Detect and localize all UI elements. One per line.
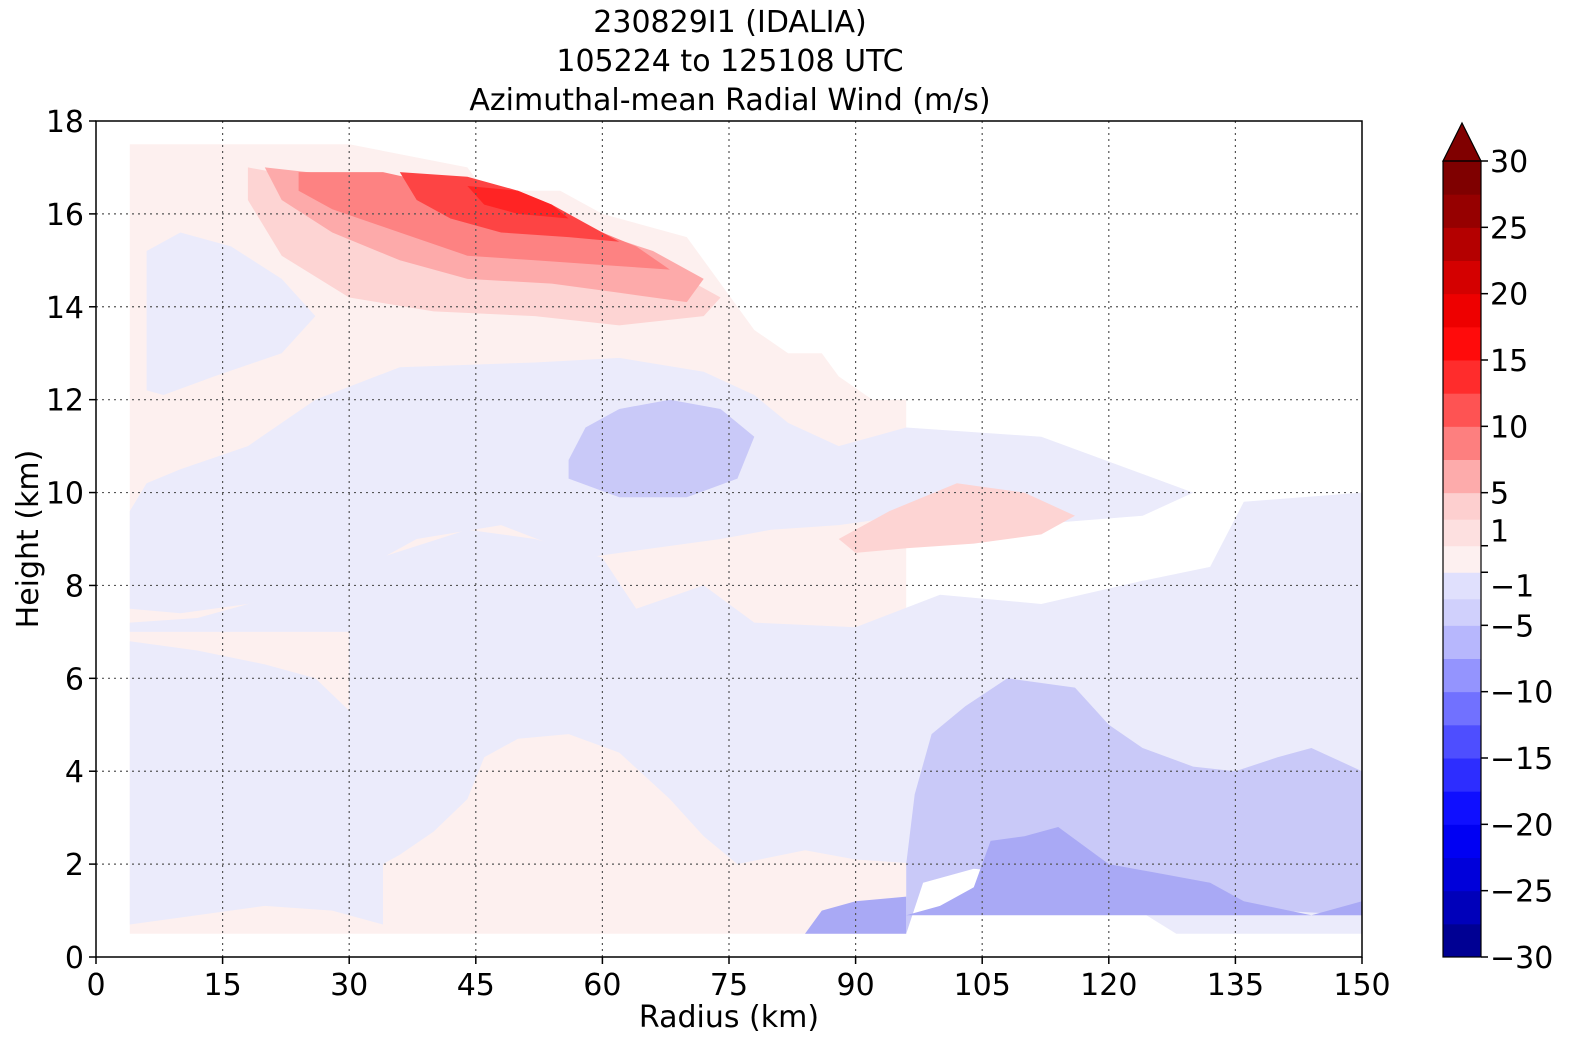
y-tick-label: 12 xyxy=(46,384,84,419)
y-tick-label: 10 xyxy=(46,477,84,512)
colorbar-segment xyxy=(1443,758,1481,792)
colorbar-tick-label: −5 xyxy=(1490,609,1534,644)
y-tick-label: 2 xyxy=(65,848,84,883)
colorbar-segment xyxy=(1443,824,1481,858)
contour-region-14 xyxy=(467,186,569,219)
colorbar-segment xyxy=(1443,545,1481,573)
colorbar-segment xyxy=(1443,260,1481,295)
y-tick-label: 16 xyxy=(46,198,84,233)
x-tick-label: 120 xyxy=(1080,968,1137,1003)
colorbar-segment xyxy=(1443,857,1481,892)
colorbar-frame xyxy=(1442,160,1482,958)
contour-region-7 xyxy=(805,896,907,934)
contour-region-8 xyxy=(906,827,1362,916)
colorbar: 30 25 20 15 10 51 −1 −5 −10 −15 −20 −25 −30 xyxy=(1442,121,1553,976)
colorbar-tick-label: −15 xyxy=(1490,742,1553,777)
x-tick-label: 105 xyxy=(954,968,1011,1003)
colorbar-tick-label: 10 xyxy=(1490,410,1528,445)
colorbar-tick-label: −25 xyxy=(1490,875,1553,910)
colorbar-segment xyxy=(1443,492,1481,520)
colorbar-segment xyxy=(1443,890,1481,925)
colorbar-segment xyxy=(1443,658,1481,693)
colorbar-segment xyxy=(1443,426,1481,460)
contour-region-4 xyxy=(146,232,316,395)
x-tick-label: 90 xyxy=(837,968,875,1003)
y-tick-label: 14 xyxy=(46,291,84,326)
y-tick-label: 18 xyxy=(46,105,84,140)
colorbar-segment xyxy=(1443,598,1481,626)
chart-title-line-1: 230829I1 (IDALIA) xyxy=(593,5,867,40)
plot-area xyxy=(129,144,1362,934)
x-tick-label: 45 xyxy=(457,968,495,1003)
colorbar-extend-arrow xyxy=(1442,121,1482,162)
x-tick-label: 135 xyxy=(1207,968,1264,1003)
chart-title-line-3: Azimuthal-mean Radial Wind (m/s) xyxy=(469,83,991,118)
y-tick-label: 4 xyxy=(65,755,84,790)
colorbar-segment xyxy=(1443,791,1481,825)
contour-region-1 xyxy=(129,641,383,925)
colorbar-tick-label: −20 xyxy=(1490,808,1553,843)
colorbar-segment xyxy=(1443,724,1481,759)
colorbar-tick-label: −10 xyxy=(1490,676,1553,711)
colorbar-segment xyxy=(1443,227,1481,261)
x-tick-label: 75 xyxy=(710,968,748,1003)
colorbar-segment xyxy=(1443,360,1481,394)
colorbar-segment xyxy=(1443,691,1481,726)
x-tick-label: 30 xyxy=(330,968,368,1003)
colorbar-segment xyxy=(1443,459,1481,494)
colorbar-segment xyxy=(1443,293,1481,328)
x-tick-label: 0 xyxy=(86,968,105,1003)
x-tick-label: 60 xyxy=(583,968,621,1003)
colorbar-segment xyxy=(1443,194,1481,228)
colorbar-segment xyxy=(1443,923,1481,958)
contour-region-5 xyxy=(568,399,755,498)
x-tick-label: 15 xyxy=(204,968,242,1003)
colorbar-tick-label: 5 xyxy=(1490,477,1509,512)
grid-lines xyxy=(96,121,1362,957)
colorbar-tick-label: 30 xyxy=(1490,145,1528,180)
y-axis: 0 2 4 6 8 10 12 14 16 18 xyxy=(46,105,96,976)
x-axis: 0 15 30 45 60 75 90 105 120 135 150 xyxy=(86,957,1391,1003)
colorbar-tick-label: 25 xyxy=(1490,211,1528,246)
colorbar-segment xyxy=(1443,326,1481,361)
x-tick-label: 150 xyxy=(1333,968,1390,1003)
colorbar-tick-label: −1 xyxy=(1490,569,1534,604)
colorbar-segment xyxy=(1443,625,1481,659)
colorbar-segment xyxy=(1443,393,1481,427)
y-tick-label: 6 xyxy=(65,662,84,697)
colorbar-tick-label: 1 xyxy=(1490,515,1509,550)
y-axis-label: Height (km) xyxy=(11,450,46,629)
chart-title-line-2: 105224 to 125108 UTC xyxy=(556,44,904,79)
y-tick-label: 0 xyxy=(65,941,84,976)
colorbar-segment xyxy=(1443,572,1481,600)
colorbar-tick-label: −30 xyxy=(1490,941,1553,976)
colorbar-tick-label: 20 xyxy=(1490,278,1528,313)
contour-region-9 xyxy=(838,483,1075,553)
x-axis-label: Radius (km) xyxy=(639,1000,819,1035)
colorbar-tick-label: 15 xyxy=(1490,344,1528,379)
colorbar-segment xyxy=(1443,519,1481,547)
colorbar-segment xyxy=(1443,161,1481,195)
y-tick-label: 8 xyxy=(65,569,84,604)
